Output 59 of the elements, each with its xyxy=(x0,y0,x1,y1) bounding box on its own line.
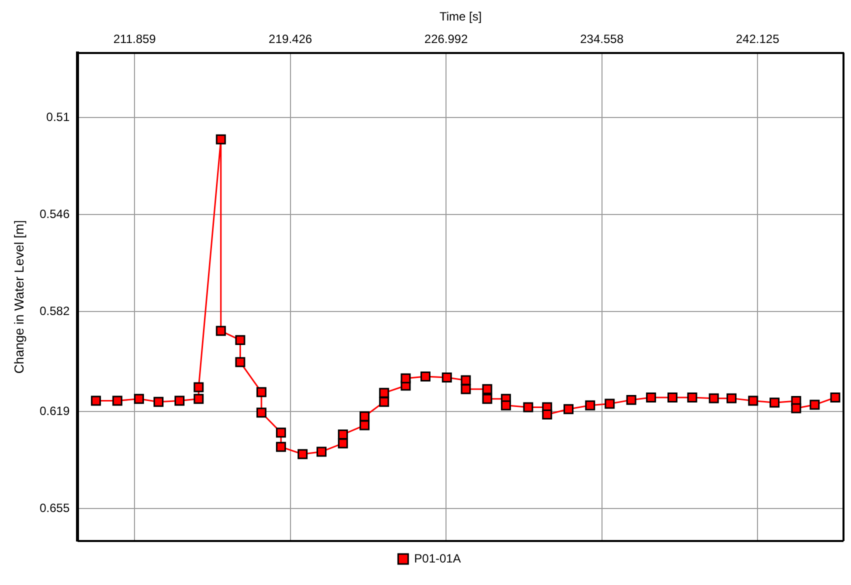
point xyxy=(810,400,820,410)
point xyxy=(400,373,411,384)
point xyxy=(235,357,246,368)
point xyxy=(360,411,370,422)
point xyxy=(770,398,780,408)
point xyxy=(235,335,246,346)
point xyxy=(830,392,840,402)
point xyxy=(523,402,534,412)
point xyxy=(442,372,452,383)
point xyxy=(482,384,492,394)
x-tick-label: 242.125 xyxy=(736,32,780,46)
point xyxy=(791,403,802,414)
y-tick-label: 0.546 xyxy=(40,206,70,221)
point xyxy=(748,396,758,406)
legend-label: P01-01A xyxy=(414,551,461,566)
point xyxy=(379,388,390,398)
y-tick-label: 0.619 xyxy=(40,404,70,418)
point xyxy=(90,396,101,406)
point xyxy=(708,393,719,404)
point xyxy=(216,134,226,144)
point xyxy=(482,394,492,404)
x-tick-label: 226.992 xyxy=(424,32,468,46)
point xyxy=(276,442,286,452)
point xyxy=(194,382,204,392)
point xyxy=(338,429,348,440)
point xyxy=(379,396,390,407)
point xyxy=(316,446,327,457)
point xyxy=(338,438,348,448)
point xyxy=(500,400,511,410)
point xyxy=(216,326,226,336)
point xyxy=(154,396,164,407)
point xyxy=(134,394,144,404)
point xyxy=(585,400,596,410)
point xyxy=(112,396,122,406)
y-tick-label: 0.582 xyxy=(40,304,70,318)
point xyxy=(256,387,266,398)
x-tick-label: 219.426 xyxy=(268,32,312,46)
point xyxy=(564,404,574,414)
point xyxy=(174,396,185,406)
point xyxy=(276,428,286,438)
point xyxy=(460,384,471,394)
point xyxy=(256,408,266,418)
point xyxy=(626,394,636,405)
point xyxy=(360,420,370,430)
point xyxy=(687,392,698,402)
point xyxy=(298,449,308,460)
y-axis-title: Change in Water Level [m] xyxy=(11,220,26,374)
x-axis-title: Time [s] xyxy=(439,10,482,24)
x-tick-label: 234.558 xyxy=(580,32,624,46)
x-tick-label: 211.859 xyxy=(113,32,156,46)
point xyxy=(542,410,552,420)
point xyxy=(604,398,615,409)
point xyxy=(726,393,737,404)
point xyxy=(667,392,678,402)
point xyxy=(420,371,430,382)
y-tick-label: 0.655 xyxy=(40,500,70,515)
point xyxy=(646,392,656,402)
y-tick-label: 0.51 xyxy=(46,110,70,124)
point xyxy=(194,394,204,404)
